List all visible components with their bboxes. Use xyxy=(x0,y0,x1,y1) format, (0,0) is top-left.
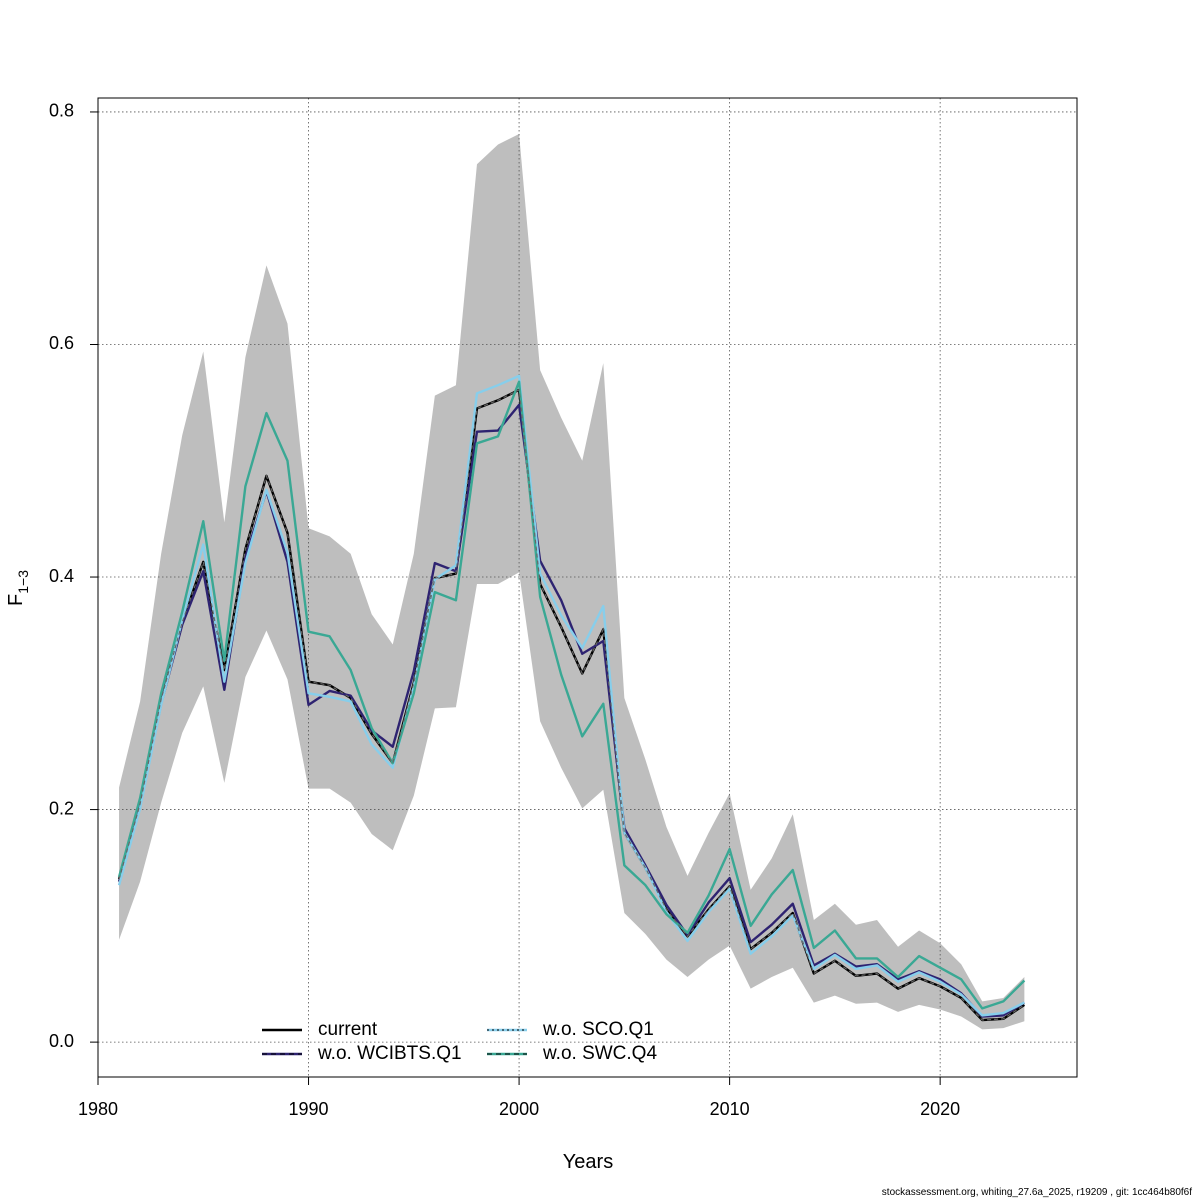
y-tick-label-0-6: 0.6 xyxy=(49,333,74,353)
y-tick-label-0: 0.0 xyxy=(49,1031,74,1051)
series-layer xyxy=(117,374,1026,1022)
y-axis-title-main: F xyxy=(5,594,27,606)
series-line-1 xyxy=(117,388,1026,1022)
x-tick-label-2010: 2010 xyxy=(710,1099,750,1119)
legend-label-2: w.o. WCIBTS.Q1 xyxy=(317,1043,462,1064)
y-tick-label-0-8: 0.8 xyxy=(49,101,74,121)
legend: current w.o. SCO.Q1 w.o. WCIBTS.Q1 w.o. SWC… xyxy=(262,1019,657,1064)
x-axis-title: Years xyxy=(563,1151,613,1173)
y-tick-label-0-4: 0.4 xyxy=(49,566,74,586)
legend-label-3: w.o. SCO.Q1 xyxy=(542,1019,654,1040)
y-axis-title-subscript: 1−3 xyxy=(15,570,31,594)
x-tick-label-1990: 1990 xyxy=(289,1099,329,1119)
footer-credit: stockassessment.org, whiting_27.6a_2025,… xyxy=(881,1187,1192,1198)
series-line-4 xyxy=(117,380,1026,1010)
x-tick-label-2020: 2020 xyxy=(920,1099,960,1119)
confidence-band xyxy=(119,134,1025,1030)
x-tick-label-1980: 1980 xyxy=(78,1099,118,1119)
y-axis-title: F1−3 xyxy=(5,570,31,606)
axis-layer: 1980 1990 2000 2010 2020 0.0 0.2 0.4 0.6 0.8 xyxy=(49,101,960,1119)
legend-label-4: w.o. SWC.Q4 xyxy=(542,1043,657,1064)
x-tick-label-2000: 2000 xyxy=(499,1099,539,1119)
confidence-band-layer xyxy=(119,134,1025,1030)
y-tick-label-0-2: 0.2 xyxy=(49,798,74,818)
legend-label-1: current xyxy=(318,1019,378,1040)
series-line-3 xyxy=(117,374,1025,1017)
